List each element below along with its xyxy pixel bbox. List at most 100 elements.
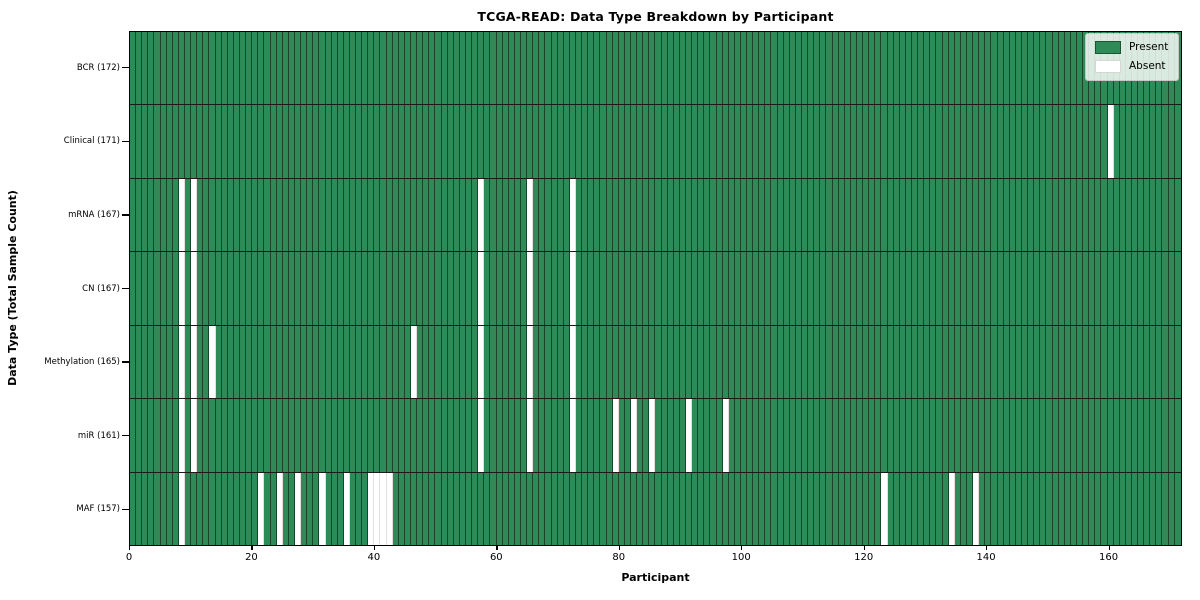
- heatmap-cell: [209, 105, 216, 178]
- heatmap-cell: [270, 325, 277, 399]
- heatmap-cell: [710, 105, 717, 178]
- heatmap-cell: [472, 105, 479, 178]
- heatmap-cell: [221, 105, 228, 178]
- heatmap-cell: [893, 399, 900, 472]
- heatmap-cell: [148, 325, 155, 399]
- heatmap-cell: [508, 178, 515, 252]
- heatmap-cell: [239, 325, 247, 399]
- heatmap-cell: [802, 32, 809, 105]
- heatmap-cell: [313, 399, 320, 472]
- heatmap-cell: [472, 32, 479, 105]
- heatmap-cell: [918, 472, 925, 545]
- heatmap-cell: [857, 472, 864, 545]
- heatmap-cell: [160, 32, 167, 105]
- heatmap-cell: [826, 178, 833, 252]
- heatmap-cell: [301, 32, 308, 105]
- heatmap-cell: [313, 32, 320, 105]
- heatmap-cell: [1119, 472, 1126, 545]
- heatmap-cell: [960, 325, 967, 399]
- heatmap-cell: [692, 472, 699, 545]
- heatmap-cell: [869, 178, 876, 252]
- heatmap-cell: [362, 252, 369, 325]
- heatmap-cell: [948, 472, 955, 545]
- heatmap-cell: [991, 325, 998, 399]
- heatmap-cell: [685, 325, 693, 399]
- heatmap-cell: [722, 472, 729, 545]
- heatmap-cell: [142, 105, 149, 178]
- heatmap-cell: [1113, 399, 1120, 472]
- heatmap-cell: [160, 325, 167, 399]
- heatmap-cell: [960, 472, 967, 545]
- heatmap-cell: [783, 472, 790, 545]
- x-tick-label: 40: [367, 552, 381, 563]
- heatmap-cell: [453, 252, 460, 325]
- heatmap-cell: [649, 105, 656, 178]
- heatmap-cell: [1125, 178, 1132, 252]
- heatmap-cell: [551, 32, 558, 105]
- heatmap-cell: [1021, 325, 1029, 399]
- heatmap-cell: [521, 399, 528, 472]
- heatmap-cell: [899, 325, 906, 399]
- heatmap-cell: [588, 32, 595, 105]
- heatmap-cell: [667, 252, 674, 325]
- heatmap-cell: [734, 252, 741, 325]
- heatmap-cell: [838, 472, 845, 545]
- heatmap-cell: [282, 178, 289, 252]
- heatmap-cell: [1089, 252, 1096, 325]
- heatmap-cell: [563, 472, 570, 545]
- heatmap-cell: [1168, 178, 1175, 252]
- heatmap-cell: [942, 399, 949, 472]
- heatmap-cell: [484, 399, 491, 472]
- heatmap-cell: [808, 325, 815, 399]
- heatmap-cell: [1131, 178, 1139, 252]
- heatmap-cell: [301, 252, 308, 325]
- heatmap-cell: [374, 252, 381, 325]
- heatmap-cell: [1052, 472, 1059, 545]
- heatmap-cell: [276, 472, 283, 545]
- legend: Present Absent: [1085, 33, 1180, 81]
- heatmap-cell: [857, 105, 864, 178]
- heatmap-cell: [582, 399, 589, 472]
- heatmap-cell: [979, 325, 986, 399]
- heatmap-cell: [863, 399, 870, 472]
- heatmap-cell: [1089, 178, 1096, 252]
- heatmap-cell: [759, 325, 766, 399]
- heatmap-cell: [331, 105, 338, 178]
- heatmap-cell: [1064, 472, 1071, 545]
- heatmap-cell: [343, 105, 350, 178]
- heatmap-cell: [227, 32, 234, 105]
- heatmap-cell: [1083, 472, 1090, 545]
- heatmap-cell: [215, 472, 222, 545]
- heatmap-cell: [942, 32, 949, 105]
- heatmap-cell: [508, 32, 515, 105]
- legend-entry-absent: Absent: [1095, 60, 1168, 73]
- heatmap-cell: [930, 105, 937, 178]
- heatmap-cell: [276, 252, 283, 325]
- heatmap-cell: [1046, 252, 1053, 325]
- heatmap-cell: [472, 252, 479, 325]
- heatmap-cell: [1107, 252, 1114, 325]
- heatmap-cell: [1046, 325, 1053, 399]
- heatmap-cell: [411, 325, 418, 399]
- heatmap-cell: [802, 105, 809, 178]
- heatmap-cell: [899, 472, 906, 545]
- heatmap-cell: [753, 178, 760, 252]
- heatmap-cell: [685, 399, 693, 472]
- heatmap-cell: [1028, 472, 1035, 545]
- heatmap-cell: [1174, 105, 1180, 178]
- heatmap-cell: [551, 325, 558, 399]
- heatmap-cell: [184, 399, 192, 472]
- heatmap-cell: [1040, 178, 1047, 252]
- heatmap-cell: [1015, 472, 1022, 545]
- heatmap-cell: [857, 32, 864, 105]
- heatmap-cell: [166, 105, 173, 178]
- heatmap-cell: [313, 178, 320, 252]
- heatmap-cell: [441, 325, 448, 399]
- heatmap-cell: [820, 472, 827, 545]
- heatmap-cell: [1021, 105, 1029, 178]
- heatmap-cell: [808, 252, 815, 325]
- heatmap-cell: [166, 252, 173, 325]
- heatmap-cell: [514, 325, 521, 399]
- heatmap-cell: [453, 178, 460, 252]
- heatmap-cell: [368, 32, 375, 105]
